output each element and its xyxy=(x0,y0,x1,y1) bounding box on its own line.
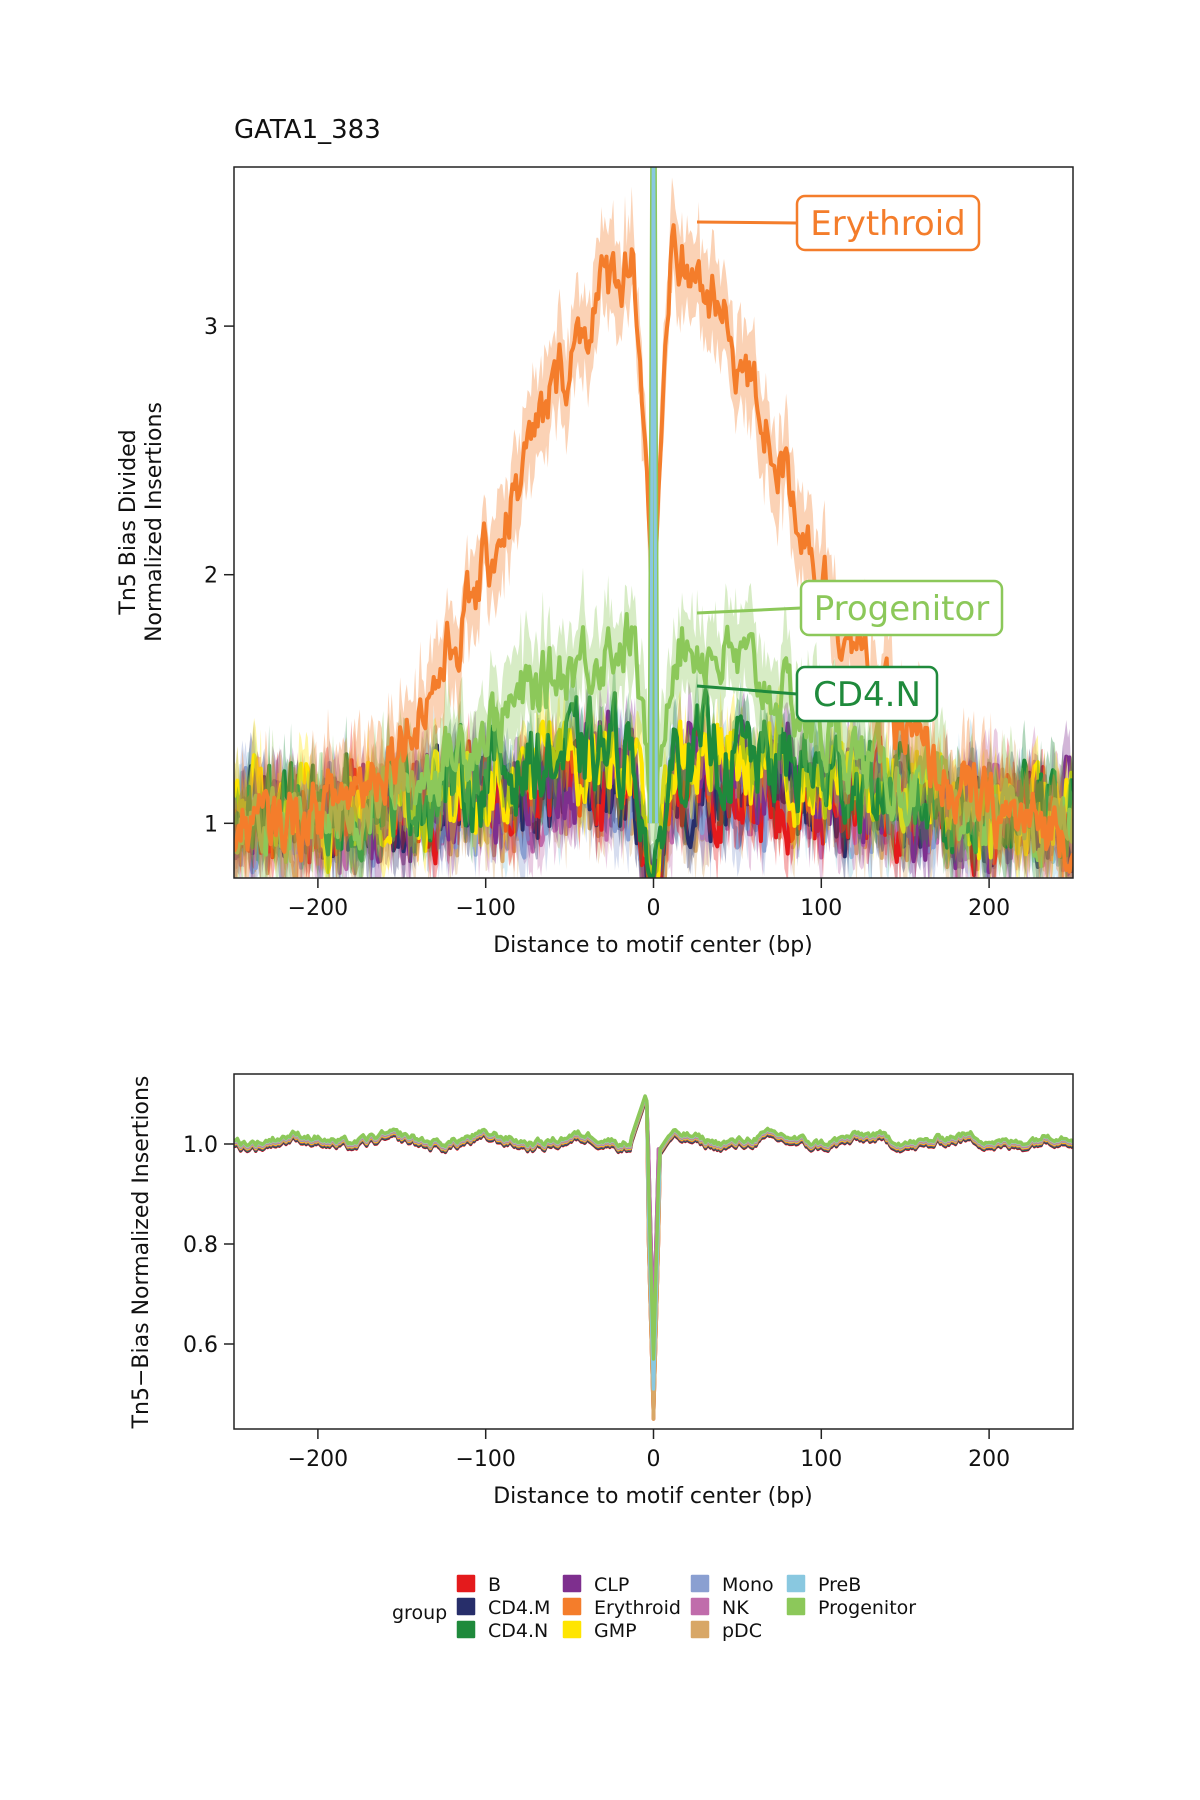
callout-box-cd4-n xyxy=(795,665,939,723)
top-series-group xyxy=(234,167,1073,878)
bottom-series-group xyxy=(234,1094,1073,1421)
legend-label-clp: CLP xyxy=(594,1574,629,1596)
bottom-x-tick-label: −100 xyxy=(455,1447,515,1472)
top-y-tick-label: 1 xyxy=(204,812,218,837)
legend-swatch-pdc xyxy=(689,1619,711,1640)
bottom-y-tick-label: 0.6 xyxy=(183,1333,218,1358)
bottom-x-tick-label: 100 xyxy=(800,1447,842,1472)
bias-line-progenitor xyxy=(234,1094,1073,1361)
legend-swatch-erythroid xyxy=(561,1596,583,1617)
bias-line-nk xyxy=(234,1096,1073,1331)
legend-label-nk: NK xyxy=(722,1597,749,1619)
top-panel: GATA1_383 −200 −100 0 100 200 1 2 3 Distance t… xyxy=(116,115,1074,958)
line-cd4-n xyxy=(234,688,1073,878)
ribbon-progenitor xyxy=(234,567,1073,878)
legend-swatch-preb xyxy=(785,1573,807,1594)
legend-swatch-b xyxy=(455,1573,477,1594)
legend-label-b: B xyxy=(488,1574,501,1596)
callout-leader-progenitor xyxy=(696,606,802,615)
legend-label-progenitor: Progenitor xyxy=(818,1597,916,1619)
top-y-axis: 1 2 3 xyxy=(204,315,234,837)
bottom-x-tick-label: 0 xyxy=(647,1447,661,1472)
callout-leader-erythroid xyxy=(696,220,798,225)
callout-label-erythroid: Erythroid xyxy=(810,204,966,244)
callout-leader-cd4-n xyxy=(696,684,798,696)
legend-swatch-gmp xyxy=(561,1619,583,1640)
bottom-panel: −200 −100 0 100 200 0.6 0.8 1.0 Distance to mo… xyxy=(129,1073,1074,1509)
bottom-y-tick-label: 1.0 xyxy=(183,1133,218,1158)
legend-label-erythroid: Erythroid xyxy=(594,1597,681,1619)
legend-label-cd4-n: CD4.N xyxy=(488,1620,548,1642)
bottom-x-tick-label: 200 xyxy=(968,1447,1010,1472)
series-callouts: Erythroid Progenitor CD4.N xyxy=(696,194,1004,723)
legend-label-preb: PreB xyxy=(818,1574,861,1596)
ribbon-erythroid xyxy=(234,177,1073,878)
top-x-tick-label: 0 xyxy=(647,896,661,921)
top-x-axis-label: Distance to motif center (bp) xyxy=(493,933,813,958)
legend-label-gmp: GMP xyxy=(594,1620,637,1642)
legend-label-pdc: pDC xyxy=(722,1620,762,1642)
top-x-tick-label: 100 xyxy=(800,896,842,921)
center-spike xyxy=(649,167,658,824)
legend-label-cd4-m: CD4.M xyxy=(488,1597,550,1619)
legend-label-mono: Mono xyxy=(722,1574,774,1596)
legend-swatch-cd4-n xyxy=(455,1619,477,1640)
top-x-axis: −200 −100 0 100 200 xyxy=(288,878,1010,921)
top-y-axis-label-line1: Tn5 Bias Divided xyxy=(116,429,141,615)
callout-label-progenitor: Progenitor xyxy=(814,589,990,629)
callout-box-erythroid xyxy=(795,194,981,252)
bottom-y-axis-label: Tn5−Bias Normalized Insertions xyxy=(129,1076,154,1430)
top-y-axis-label-line2: Normalized Insertions xyxy=(142,402,167,642)
legend-swatch-clp xyxy=(561,1573,583,1594)
bottom-x-tick-label: −200 xyxy=(288,1447,348,1472)
chart-title: GATA1_383 xyxy=(234,115,381,145)
bottom-y-axis: 0.6 0.8 1.0 xyxy=(183,1133,234,1358)
legend-swatch-cd4-m xyxy=(455,1596,477,1617)
top-y-tick-label: 3 xyxy=(204,315,218,340)
top-y-tick-label: 2 xyxy=(204,564,218,589)
bottom-x-axis: −200 −100 0 100 200 xyxy=(288,1429,1010,1472)
legend-title: group xyxy=(392,1602,447,1624)
line-mono xyxy=(234,734,1073,878)
legend-swatch-mono xyxy=(689,1573,711,1594)
top-x-tick-label: −200 xyxy=(288,896,348,921)
legend-swatch-progenitor xyxy=(785,1596,807,1617)
bottom-x-axis-label: Distance to motif center (bp) xyxy=(493,1484,813,1509)
top-x-tick-label: 200 xyxy=(968,896,1010,921)
legend-swatch-nk xyxy=(689,1596,711,1617)
bottom-y-tick-label: 0.8 xyxy=(183,1233,218,1258)
callout-box-progenitor xyxy=(799,579,1004,637)
callout-label-cd4-n: CD4.N xyxy=(813,675,921,715)
top-x-tick-label: −100 xyxy=(455,896,515,921)
